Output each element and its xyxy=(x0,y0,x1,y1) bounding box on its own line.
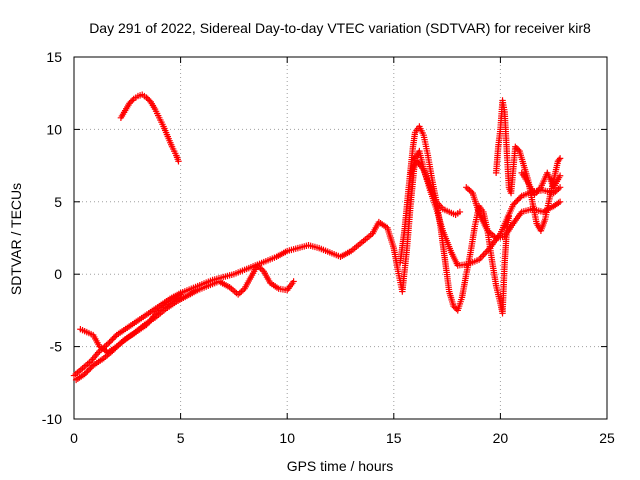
data-point xyxy=(129,97,136,104)
x-tick-label: 15 xyxy=(386,430,402,446)
series-track-1 xyxy=(70,147,564,379)
data-point xyxy=(107,337,115,345)
y-tick-label: 10 xyxy=(46,121,62,137)
data-point xyxy=(512,198,520,205)
series-track-7 xyxy=(463,184,564,242)
data-point xyxy=(85,366,93,373)
data-point xyxy=(451,304,459,311)
data-point xyxy=(450,302,457,310)
data-point xyxy=(511,200,518,207)
data-point xyxy=(238,288,245,295)
series-track-4 xyxy=(117,91,182,165)
data-point xyxy=(509,201,517,208)
series-track-5 xyxy=(396,123,513,317)
data-point xyxy=(177,291,184,298)
data-point xyxy=(87,365,94,372)
data-point xyxy=(110,334,117,342)
data-point xyxy=(104,340,112,347)
x-tick-label: 20 xyxy=(493,430,509,446)
data-point xyxy=(555,156,563,164)
data-point xyxy=(514,146,522,153)
y-tick-label: 15 xyxy=(46,49,62,65)
data-point xyxy=(81,370,88,378)
data-point xyxy=(143,94,150,101)
data-point xyxy=(464,185,472,192)
y-tick-labels: -10 -5 0 5 10 15 xyxy=(42,49,62,427)
series-track-8 xyxy=(492,97,564,234)
data-point xyxy=(556,172,564,179)
y-tick-label: -10 xyxy=(42,411,62,427)
data-point xyxy=(505,213,513,220)
series-track-3 xyxy=(77,291,184,356)
x-axis-label: GPS time / hours xyxy=(287,458,394,474)
y-tick-label: 0 xyxy=(54,266,62,282)
data-point xyxy=(552,188,559,195)
data-point xyxy=(466,187,473,194)
data-point xyxy=(257,265,264,272)
x-tick-label: 25 xyxy=(599,430,615,446)
data-point xyxy=(556,184,564,191)
y-tick-label: 5 xyxy=(54,194,62,210)
plot-frame xyxy=(73,56,608,420)
data-point xyxy=(290,278,297,285)
data-series xyxy=(70,91,564,384)
data-point xyxy=(556,198,564,205)
x-tick-labels: 0 5 10 15 20 25 xyxy=(70,430,615,446)
axis-ticks xyxy=(73,56,608,420)
data-point xyxy=(109,336,116,343)
data-point xyxy=(106,339,113,346)
data-point xyxy=(556,155,564,162)
data-point xyxy=(84,368,91,375)
series-track-2 xyxy=(72,262,297,384)
data-point xyxy=(515,195,523,203)
x-tick-label: 0 xyxy=(70,430,78,446)
series-track-6 xyxy=(407,158,464,219)
x-tick-label: 10 xyxy=(279,430,295,446)
data-point xyxy=(514,197,521,204)
data-point xyxy=(126,100,133,107)
data-point xyxy=(82,369,90,376)
x-tick-label: 5 xyxy=(177,430,185,446)
data-point xyxy=(175,158,182,165)
data-point xyxy=(127,98,135,106)
data-point xyxy=(456,208,464,216)
data-point xyxy=(463,184,470,191)
data-point xyxy=(236,289,243,297)
data-point xyxy=(517,194,524,201)
y-axis-label: SDTVAR / TECUs xyxy=(8,183,24,295)
data-point xyxy=(513,145,520,152)
series-track-9 xyxy=(518,169,564,198)
data-point xyxy=(146,97,153,104)
y-tick-label: -5 xyxy=(50,339,63,355)
chart-title: Day 291 of 2022, Sidereal Day-to-day VTE… xyxy=(89,20,591,36)
data-point xyxy=(144,95,152,103)
data-point xyxy=(512,143,519,150)
